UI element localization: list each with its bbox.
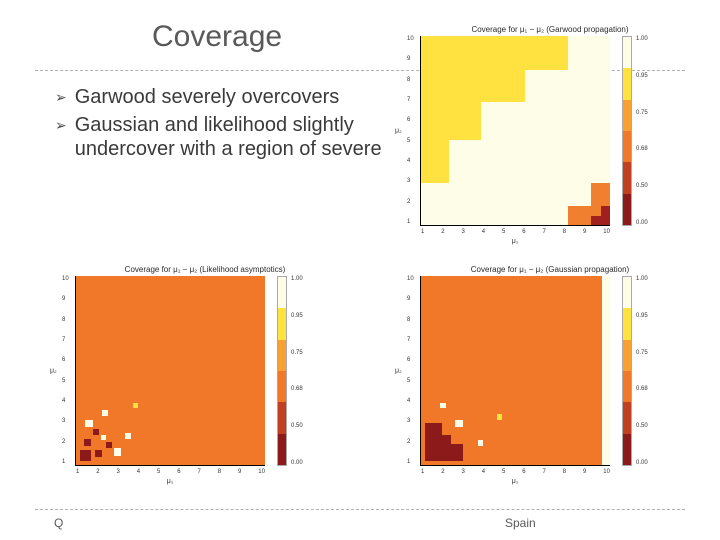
y-ticks: 12345678910: [407, 276, 414, 465]
chevron-icon: ➢: [55, 85, 67, 109]
y-ticks: 12345678910: [62, 276, 69, 465]
bullet-text: Gaussian and likelihood slightly underco…: [75, 113, 385, 161]
plot-title: Coverage for μ₁ − μ₂ (Garwood propagatio…: [420, 25, 680, 34]
bullet-item: ➢ Gaussian and likelihood slightly under…: [55, 113, 385, 161]
plot-area: 12345678910 12345678910 μ₂: [420, 36, 610, 226]
bottom-divider: [35, 509, 685, 510]
bullet-item: ➢ Garwood severely overcovers: [55, 85, 385, 109]
plot-area: 12345678910 12345678910 μ₂: [420, 276, 610, 466]
y-axis-label: μ₂: [50, 367, 57, 374]
footer-left: Q: [54, 516, 63, 530]
y-axis-label: μ₂: [395, 367, 402, 374]
y-ticks: 12345678910: [407, 36, 414, 225]
x-axis-label: μ₁: [75, 478, 265, 485]
y-axis-label: μ₂: [395, 127, 402, 134]
chevron-icon: ➢: [55, 113, 67, 161]
plot-gaussian: Coverage for μ₁ − μ₂ (Gaussian propagati…: [420, 265, 680, 485]
plot-title: Coverage for μ₁ − μ₂ (Likelihood asympto…: [75, 265, 335, 274]
plot-garwood: Coverage for μ₁ − μ₂ (Garwood propagatio…: [420, 25, 680, 245]
bullet-text: Garwood severely overcovers: [75, 85, 340, 109]
x-axis-label: μ₁: [420, 478, 610, 485]
color-legend: 1.000.950.750.680.500.00: [622, 36, 662, 226]
x-ticks: 12345678910: [421, 469, 610, 475]
plot-likelihood: Coverage for μ₁ − μ₂ (Likelihood asympto…: [75, 265, 335, 485]
x-ticks: 12345678910: [76, 469, 265, 475]
heatmap-canvas: [76, 276, 265, 465]
plot-title: Coverage for μ₁ − μ₂ (Gaussian propagati…: [420, 265, 680, 274]
color-legend: 1.000.950.750.680.500.00: [622, 276, 662, 466]
page-title: Coverage: [152, 20, 282, 54]
bullet-list: ➢ Garwood severely overcovers ➢ Gaussian…: [55, 85, 385, 165]
heatmap-canvas: [421, 276, 610, 465]
x-axis-label: μ₁: [420, 238, 610, 245]
color-legend: 1.000.950.750.680.500.00: [277, 276, 317, 466]
x-ticks: 12345678910: [421, 229, 610, 235]
plot-area: 12345678910 12345678910 μ₂: [75, 276, 265, 466]
footer-right: Spain: [505, 516, 536, 530]
heatmap-canvas: [421, 36, 610, 225]
